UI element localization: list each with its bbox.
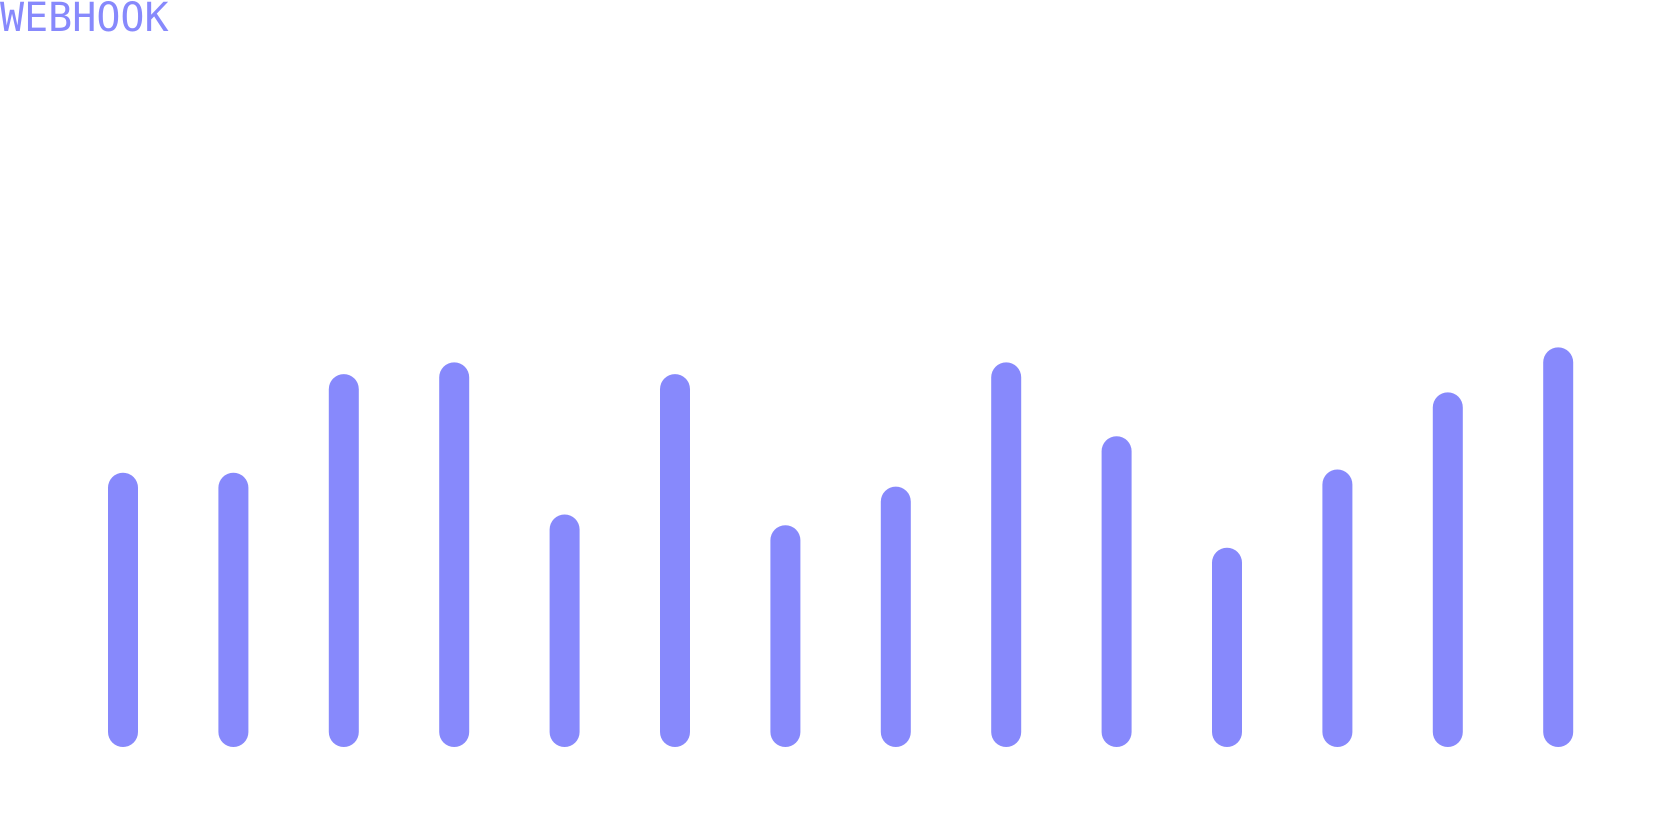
bar [660,374,690,747]
bar [328,374,359,747]
bar [1432,392,1463,747]
bar [1543,347,1574,747]
bar [770,525,801,747]
bar [1101,436,1132,747]
chart-title: WEBHOOK [0,0,169,41]
bar [218,472,249,747]
bar [1322,469,1353,747]
bar [108,472,138,747]
bar [439,362,470,747]
bar [880,486,911,747]
bar [549,514,580,747]
bar [1212,547,1242,747]
bar [991,362,1022,747]
